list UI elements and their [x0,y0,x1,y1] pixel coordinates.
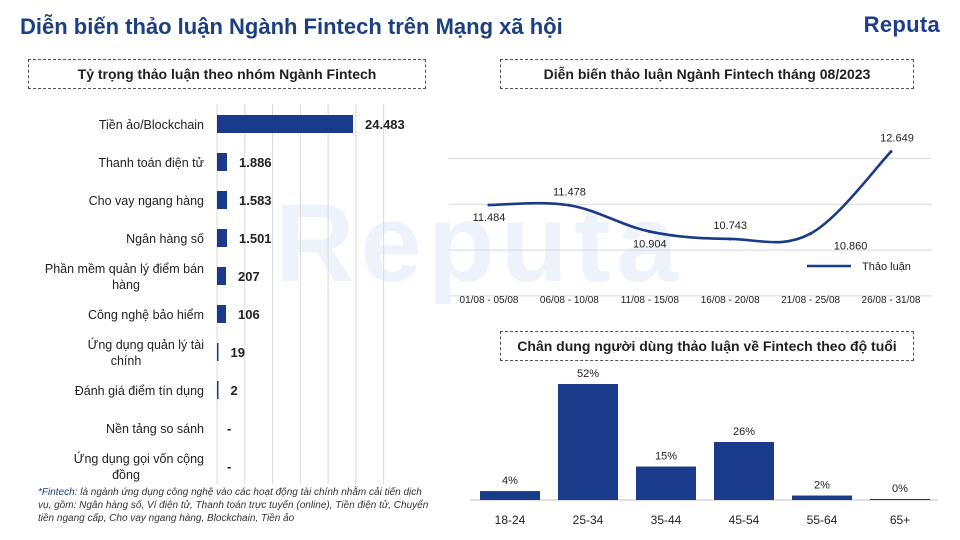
bar-category-label: hàng [112,278,140,292]
chart-title-fintech-groups: Tỷ trọng thảo luận theo nhóm Ngành Finte… [28,59,426,89]
bar-value-label: 207 [238,269,260,284]
x-tick-label: 01/08 - 05/08 [460,295,519,306]
bar-1 [217,153,227,171]
x-tick-label: 06/08 - 10/08 [540,295,599,306]
bar-6 [217,343,219,361]
bar-category-label: đồng [112,468,140,482]
bar-category-label: Tiền ảo/Blockchain [99,118,204,132]
age-bar-value-label: 52% [577,368,599,380]
bar-4 [217,267,226,285]
age-category-label: 25-34 [573,513,604,527]
bar-value-label: 2 [231,383,238,398]
x-tick-label: 21/08 - 25/08 [781,295,840,306]
line-point-4 [809,232,813,236]
age-category-label: 45-54 [729,513,760,527]
bar-category-label: Ứng dụng gọi vốn cộng [74,451,204,466]
age-bar-2 [636,466,696,500]
age-bar-3 [714,442,774,500]
bar-category-label: Nền tảng so sánh [106,422,204,436]
bar-value-label: 19 [231,345,245,360]
footnote-key: *Fintech [38,487,75,498]
bar-3 [217,229,227,247]
age-bar-4 [792,495,852,500]
bar-category-label: chính [111,354,142,368]
bar-value-label: 1.501 [239,231,272,246]
line-value-label: 12.649 [880,133,914,145]
age-category-label: 55-64 [807,513,838,527]
chart-title-age-portrait: Chân dung người dùng thảo luận về Fintec… [500,331,914,361]
bar-value-label: 1.886 [239,155,272,170]
brand-logo: Reputa [864,12,940,38]
line-value-label: 10.904 [633,239,667,251]
line-value-label: 11.484 [473,212,506,224]
bar-value-label: 1.583 [239,193,272,208]
chart-title-discussion-trend: Diễn biến thảo luận Ngành Fintech tháng … [500,59,914,89]
bar-value-label: 24.483 [365,117,405,132]
bar-value-label: - [227,421,231,436]
age-bar-value-label: 26% [733,426,755,438]
age-category-label: 18-24 [495,513,526,527]
x-tick-label: 11/08 - 15/08 [621,295,680,306]
bar-7 [217,381,219,399]
series-line-thao-luan [487,150,893,244]
x-tick-label: 26/08 - 31/08 [862,295,921,306]
age-category-label: 35-44 [651,513,682,527]
bar-category-label: Công nghệ bảo hiểm [88,308,204,322]
line-point-5 [889,150,893,154]
bar-0 [217,115,353,133]
bar-5 [217,305,226,323]
age-category-label: 65+ [890,513,910,527]
bar-category-label: Thanh toán điện tử [98,156,204,170]
page-title: Diễn biến thảo luận Ngành Fintech trên M… [20,14,563,39]
bar-2 [217,191,227,209]
line-point-1 [567,203,571,207]
age-bar-value-label: 15% [655,451,677,463]
age-bar-0 [480,491,540,500]
bar-value-label: - [227,459,231,474]
line-point-0 [487,203,491,207]
logo-text: Reputa [863,12,940,37]
age-bar-value-label: 4% [502,475,518,487]
watermark-logo: Reputa [275,182,684,305]
line-value-label: 10.743 [713,220,747,232]
bar-value-label: 106 [238,307,260,322]
legend-label: Thảo luận [862,261,911,273]
age-bar-5 [870,499,930,500]
footnote: *Fintech: là ngành ứng dụng công nghệ và… [38,486,430,525]
bar-category-label: Đánh giá điểm tín dụng [75,384,204,398]
bar-category-label: Phần mềm quản lý điểm bán [45,262,204,276]
age-bar-1 [558,384,618,500]
line-value-label: 10.860 [834,241,868,253]
line-point-2 [648,230,652,234]
bar-category-label: Ứng dụng quản lý tài [88,337,204,352]
line-point-3 [728,237,732,241]
footnote-text: : là ngành ứng dụng công nghệ vào các ho… [38,487,429,524]
bar-category-label: Ngân hàng số [126,232,204,246]
age-bar-value-label: 0% [892,483,908,495]
x-tick-label: 16/08 - 20/08 [701,295,760,306]
age-bar-value-label: 2% [814,480,830,492]
line-value-label: 11.478 [553,186,586,198]
bar-category-label: Cho vay ngang hàng [89,194,204,208]
